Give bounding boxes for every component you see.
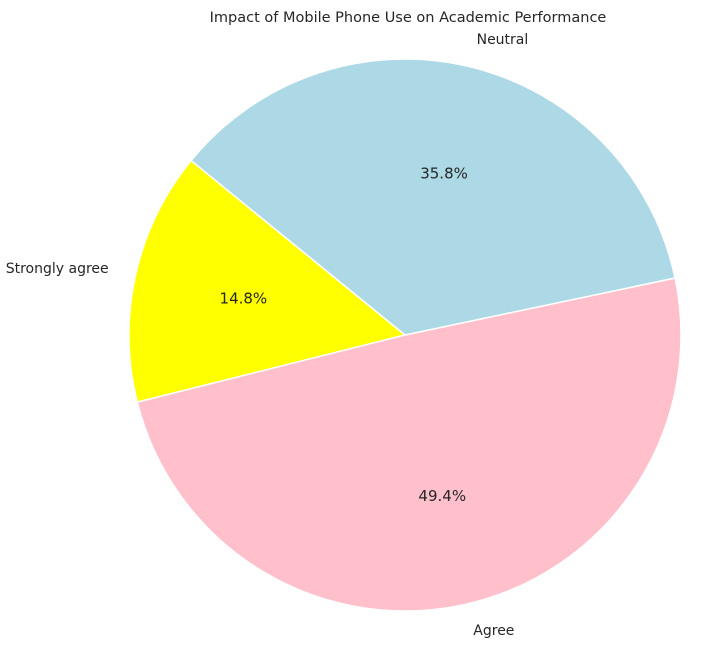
pie-slice-neutral <box>190 58 676 336</box>
chart-title: Impact of Mobile Phone Use on Academic P… <box>210 10 607 26</box>
pie-slice-agree <box>136 277 682 612</box>
pie-labels: Strongly agree 14.8% Agree 49.4% Neutral 35.8… <box>6 32 529 639</box>
slice-percent-strongly-agree: 14.8% <box>220 289 268 307</box>
pie-slice-strongly-agree <box>128 159 406 403</box>
slice-percent-neutral: 35.8% <box>420 165 468 183</box>
slice-label-strongly-agree: Strongly agree <box>6 261 109 277</box>
pie-slices <box>128 58 682 612</box>
slice-label-neutral: Neutral <box>477 32 529 48</box>
slice-label-agree: Agree <box>473 623 514 639</box>
slice-percent-agree: 49.4% <box>418 487 466 505</box>
